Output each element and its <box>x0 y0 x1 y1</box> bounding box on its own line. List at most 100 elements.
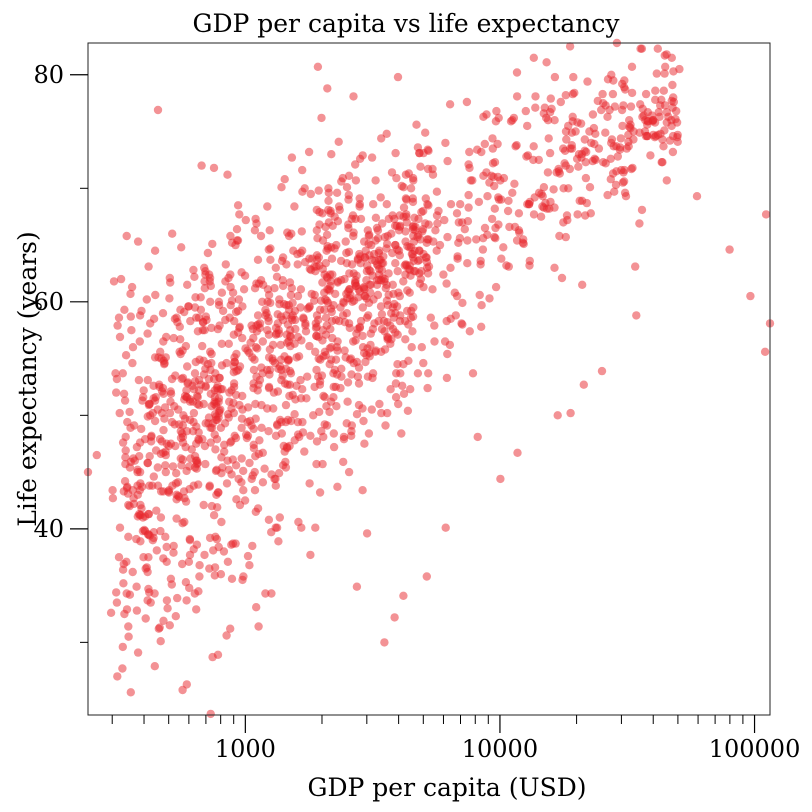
scatter-point <box>197 161 206 170</box>
scatter-point <box>606 154 615 163</box>
scatter-point <box>141 614 150 623</box>
scatter-point <box>626 120 635 129</box>
scatter-point <box>163 604 172 613</box>
scatter-point <box>443 232 452 242</box>
scatter-point <box>349 296 359 305</box>
scatter-point <box>491 282 501 292</box>
scatter-point <box>217 517 226 527</box>
scatter-point <box>386 385 395 394</box>
scatter-point <box>261 305 270 314</box>
scatter-point <box>570 88 579 98</box>
scatter-point <box>562 211 572 220</box>
scatter-point <box>358 404 367 413</box>
scatter-point <box>364 298 374 308</box>
scatter-point <box>433 219 442 228</box>
scatter-point <box>290 202 299 211</box>
scatter-point <box>229 330 238 339</box>
scatter-point <box>651 86 660 95</box>
scatter-point <box>377 265 386 275</box>
scatter-point <box>277 417 286 427</box>
scatter-point <box>223 557 233 566</box>
scatter-point <box>692 192 702 201</box>
scatter-point <box>182 596 191 605</box>
scatter-point <box>383 408 392 418</box>
scatter-point <box>352 410 362 419</box>
scatter-point <box>566 144 575 153</box>
scatter-point <box>377 347 386 356</box>
scatter-point <box>360 439 369 448</box>
scatter-point <box>124 632 133 641</box>
scatter-point <box>458 298 467 308</box>
scatter-point <box>231 433 241 443</box>
scatter-point <box>333 482 342 491</box>
scatter-point <box>338 311 348 320</box>
scatter-point <box>372 260 382 269</box>
scatter-point <box>192 605 201 614</box>
scatter-point <box>490 232 499 242</box>
scatter-point <box>135 486 144 495</box>
scatter-point <box>206 389 215 398</box>
scatter-point <box>364 239 373 249</box>
scatter-point <box>428 285 437 294</box>
scatter-point <box>373 226 383 235</box>
scatter-point <box>351 276 360 285</box>
scatter-point <box>126 289 135 299</box>
scatter-point <box>112 598 122 607</box>
y-tick-label: 80 <box>33 61 64 89</box>
scatter-point <box>188 427 198 436</box>
scatter-point <box>380 274 389 284</box>
scatter-point <box>490 204 499 213</box>
scatter-point <box>241 215 250 225</box>
scatter-point <box>583 77 592 86</box>
scatter-point <box>281 400 291 410</box>
scatter-point <box>176 335 185 344</box>
scatter-point <box>512 92 522 101</box>
scatter-point <box>205 564 214 573</box>
scatter-point <box>421 194 430 203</box>
scatter-point <box>239 486 248 495</box>
scatter-point <box>122 483 132 493</box>
scatter-point <box>656 101 665 110</box>
scatter-point <box>334 202 344 211</box>
scatter-point <box>318 264 327 274</box>
scatter-point <box>508 188 517 197</box>
scatter-point <box>342 183 352 192</box>
scatter-point <box>277 429 286 438</box>
scatter-point <box>199 500 208 510</box>
scatter-point <box>267 528 276 537</box>
scatter-point <box>363 344 372 353</box>
chart-title: GDP per capita vs life expectancy <box>192 9 620 38</box>
scatter-point <box>190 272 199 281</box>
scatter-point <box>397 181 406 191</box>
scatter-point <box>253 344 262 353</box>
scatter-point <box>177 243 186 252</box>
scatter-point <box>344 171 354 180</box>
scatter-point <box>376 193 385 202</box>
scatter-point <box>143 596 152 605</box>
scatter-point <box>522 152 531 161</box>
scatter-point <box>456 200 465 209</box>
scatter-point <box>347 370 356 379</box>
scatter-point <box>215 321 224 330</box>
scatter-point <box>401 170 411 179</box>
scatter-point <box>544 134 553 143</box>
scatter-point <box>310 382 319 392</box>
scatter-point <box>162 542 171 552</box>
scatter-point <box>515 228 524 237</box>
scatter-point <box>265 226 274 235</box>
scatter-point <box>198 435 207 444</box>
scatter-point <box>525 261 534 270</box>
scatter-point <box>513 448 522 457</box>
scatter-point <box>149 528 158 537</box>
scatter-point <box>477 301 486 310</box>
scatter-point <box>168 481 177 490</box>
scatter-point <box>249 444 259 453</box>
scatter-point <box>120 609 129 619</box>
scatter-point <box>324 196 333 205</box>
scatter-point <box>191 293 200 302</box>
scatter-point <box>394 288 403 297</box>
scatter-point <box>446 200 456 209</box>
scatter-point <box>358 151 367 160</box>
scatter-point <box>331 355 341 364</box>
scatter-point <box>351 160 360 169</box>
